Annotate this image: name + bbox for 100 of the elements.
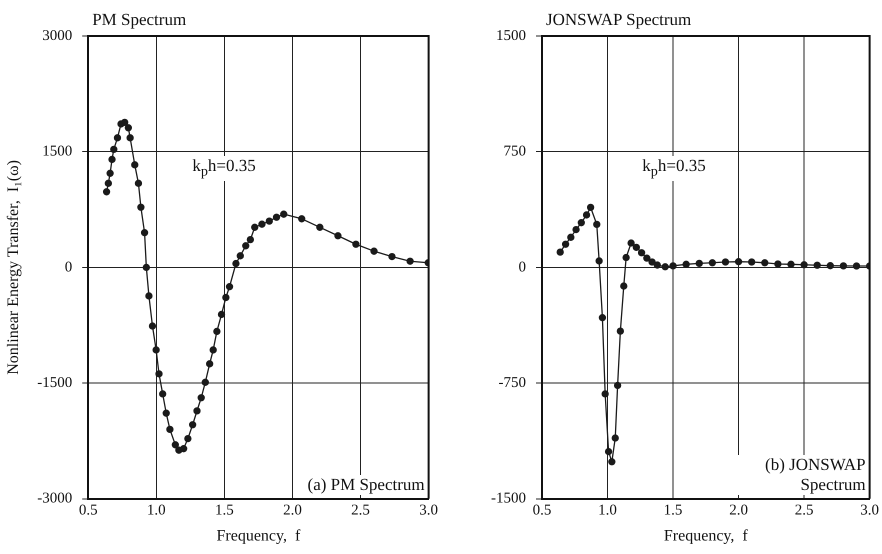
point xyxy=(155,370,163,378)
point xyxy=(193,407,201,415)
point xyxy=(222,294,230,302)
point xyxy=(137,204,145,211)
point xyxy=(202,378,209,386)
point xyxy=(148,322,156,330)
point xyxy=(198,394,205,402)
point xyxy=(572,226,580,234)
y-tick-label: 1500 xyxy=(42,144,72,160)
point xyxy=(612,434,619,442)
x-tick-label: 2.5 xyxy=(794,502,814,519)
y-tick-label: 1500 xyxy=(496,28,526,44)
point xyxy=(370,248,378,255)
point xyxy=(124,124,132,132)
x-tick-label: 0.5 xyxy=(532,502,552,519)
point xyxy=(598,314,606,322)
point xyxy=(622,254,630,262)
point xyxy=(104,180,112,187)
point xyxy=(582,211,590,219)
point xyxy=(643,254,650,262)
point xyxy=(648,258,656,266)
point xyxy=(406,258,414,265)
y-tick-label: 750 xyxy=(503,144,526,160)
point xyxy=(708,259,716,266)
point xyxy=(620,282,628,290)
x-tick-label: 1.5 xyxy=(214,502,234,519)
x-tick-label: 3.0 xyxy=(860,502,879,519)
annotation: (b) JONSWAP Spectrum xyxy=(736,454,866,495)
point xyxy=(852,262,860,270)
point xyxy=(616,327,624,335)
point xyxy=(352,240,360,248)
x-tick-label: 1.5 xyxy=(664,502,682,519)
point xyxy=(662,263,669,270)
point xyxy=(654,261,661,269)
y-tick-label: -1500 xyxy=(490,490,526,507)
point xyxy=(236,252,244,260)
point xyxy=(206,360,214,368)
chart-title: PM Spectrum xyxy=(92,10,186,30)
point xyxy=(595,257,603,265)
point xyxy=(145,292,153,300)
point xyxy=(604,448,612,456)
y-tick-label: -750 xyxy=(498,375,526,392)
point xyxy=(388,252,396,260)
point xyxy=(242,242,250,250)
y-tick-label: 0 xyxy=(518,259,526,276)
point xyxy=(180,445,188,452)
point xyxy=(814,262,821,269)
annotation: (a) PM Spectrum xyxy=(308,474,425,495)
point xyxy=(586,204,594,212)
point xyxy=(316,224,324,231)
y-tick-label: -1500 xyxy=(37,375,72,392)
point xyxy=(142,264,150,272)
point xyxy=(638,249,646,256)
x-tick-label: 2.0 xyxy=(729,502,748,519)
point xyxy=(627,239,635,247)
x-tick-label: 2.0 xyxy=(283,502,302,519)
point xyxy=(246,236,254,244)
point xyxy=(826,262,834,270)
x-axis-title: Frequency, f xyxy=(216,528,301,545)
point xyxy=(632,244,640,251)
point xyxy=(748,258,756,266)
point xyxy=(218,310,226,318)
point xyxy=(258,220,266,228)
point xyxy=(682,260,690,268)
point xyxy=(188,421,196,428)
point xyxy=(106,170,114,177)
point xyxy=(578,219,585,226)
point xyxy=(210,346,217,354)
point xyxy=(608,458,616,466)
y-tick-label: -3000 xyxy=(37,490,72,507)
point xyxy=(162,410,170,417)
x-axis-title: Frequency, f xyxy=(664,528,748,545)
point xyxy=(734,258,742,266)
point xyxy=(334,232,342,240)
point xyxy=(787,260,795,268)
point xyxy=(722,258,730,266)
point xyxy=(800,261,808,268)
point xyxy=(614,382,622,390)
point xyxy=(121,118,128,126)
chart-title: JONSWAP Spectrum xyxy=(546,10,692,30)
x-tick-label: 2.5 xyxy=(351,502,370,519)
point xyxy=(593,220,600,228)
point xyxy=(562,240,570,248)
point xyxy=(152,346,160,354)
point xyxy=(567,234,574,241)
point xyxy=(696,260,703,268)
point xyxy=(114,134,122,142)
annotation: k$_{p}$h=0.35 xyxy=(640,156,708,181)
point xyxy=(126,134,134,142)
point xyxy=(159,390,166,398)
point xyxy=(110,146,118,154)
x-tick-label: 3.0 xyxy=(419,502,438,519)
point xyxy=(166,426,174,434)
y-axis-title: Nonlinear Energy Transfer, I₁(ω) xyxy=(4,160,22,375)
x-tick-label: 1.0 xyxy=(598,502,617,519)
point xyxy=(266,217,273,225)
point xyxy=(134,180,142,187)
point xyxy=(298,215,306,222)
point xyxy=(232,260,240,268)
annotation: k$_{p}$h=0.35 xyxy=(190,156,258,181)
